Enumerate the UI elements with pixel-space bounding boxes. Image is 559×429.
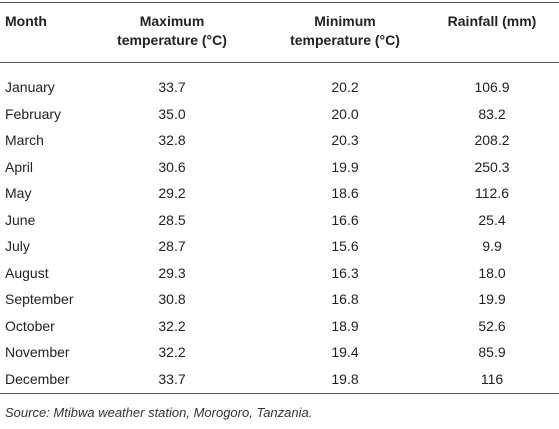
- table-cell: June: [5, 211, 36, 228]
- table-cell: 116: [480, 370, 504, 387]
- table-cell: 16.8: [331, 291, 359, 307]
- table-cell: 35.0: [158, 105, 186, 122]
- header-cell: Maximum temperature (°C): [117, 13, 227, 48]
- table-cell: 18.9: [331, 317, 359, 334]
- table-cell: February: [5, 105, 62, 122]
- table-cell: 20.2: [331, 79, 359, 95]
- header-cell: Rainfall (mm): [447, 13, 537, 29]
- table-cell: 28.7: [158, 238, 186, 254]
- table-cell: 20.0: [331, 105, 359, 122]
- table-cell: November: [5, 344, 70, 360]
- table-cell: 33.7: [158, 79, 186, 95]
- table-cell: 83.2: [478, 105, 506, 122]
- table-cell: April: [5, 158, 34, 175]
- bottom-rule: [0, 393, 559, 394]
- table-cell: 30.6: [158, 158, 186, 175]
- header-cell: Minimum temperature (°C): [290, 13, 400, 48]
- table-cell: September: [5, 291, 74, 307]
- table-cell: 32.8: [158, 132, 186, 148]
- table-cell: 28.5: [158, 211, 186, 228]
- table-cell: October: [5, 317, 55, 334]
- table-cell: 32.2: [158, 344, 186, 360]
- table-cell: 25.4: [478, 211, 506, 228]
- table-cell: 18.0: [478, 264, 506, 281]
- table-cell: 19.9: [331, 158, 359, 175]
- table-cell: 30.8: [158, 291, 186, 307]
- table-cell: 85.9: [478, 344, 506, 360]
- table-cell: 19.8: [331, 370, 359, 387]
- table-cell: March: [5, 132, 44, 148]
- table-cell: 250.3: [474, 158, 510, 175]
- table-cell: 106.9: [474, 79, 510, 95]
- table-cell: 15.6: [331, 238, 359, 254]
- table-cell: 29.3: [158, 264, 186, 281]
- table-cell: 29.2: [158, 185, 186, 201]
- table-cell: 16.3: [331, 264, 359, 281]
- table-cell: 18.6: [331, 185, 359, 201]
- table-cell: January: [5, 79, 55, 95]
- top-rule: [0, 2, 559, 3]
- table-cell: July: [5, 238, 30, 254]
- table-cell: 16.6: [331, 211, 359, 228]
- table-cell: 20.3: [331, 132, 359, 148]
- table-cell: 9.9: [482, 238, 502, 254]
- table-cell: 112.6: [475, 185, 509, 201]
- table-cell: 33.7: [158, 370, 186, 387]
- table-cell: 19.4: [331, 344, 359, 360]
- table-cell: 32.2: [158, 317, 186, 334]
- table-cell: December: [5, 370, 70, 387]
- header-rule: [0, 62, 559, 63]
- table-cell: 19.9: [478, 291, 506, 307]
- header-cell: Month: [5, 13, 47, 29]
- table-cell: May: [5, 185, 32, 201]
- table-cell: 208.2: [474, 132, 510, 148]
- table-cell: 52.6: [478, 317, 506, 334]
- footnote: Source: Mtibwa weather station, Morogoro…: [5, 405, 313, 420]
- table-cell: August: [5, 264, 49, 281]
